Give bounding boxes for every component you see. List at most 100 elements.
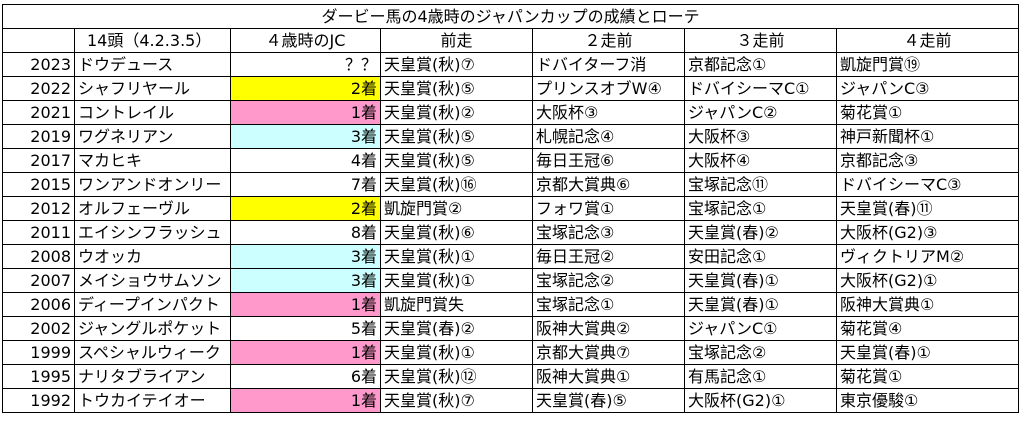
prev1-cell: 天皇賞(秋)⑦ <box>380 388 533 413</box>
jc-result-cell: 1着 <box>230 340 381 365</box>
table-row: 1992 トウカイテイオー 1着 天皇賞(秋)⑦ 天皇賞(春)⑤ 大阪杯(G2)① 東京優駿… <box>2 388 1020 413</box>
prev3-cell: 大阪杯③ <box>684 124 837 149</box>
prev1-cell: 凱旋門賞② <box>380 196 533 221</box>
title-row: ダービー馬の4歳時のジャパンカップの成績とローテ <box>1 4 1020 29</box>
prev3-cell: 有馬記念① <box>684 364 837 389</box>
prev1-cell: 凱旋門賞失 <box>380 292 533 317</box>
year-cell: 2007 <box>2 268 75 293</box>
prev2-cell: 天皇賞(春)⑤ <box>532 388 685 413</box>
horse-name-cell: トウカイテイオー <box>74 388 231 413</box>
prev2-cell: 宝塚記念① <box>532 292 685 317</box>
prev4-cell: 菊花賞① <box>835 364 1020 389</box>
jc-result-cell: 1着 <box>230 388 381 413</box>
table-row: 2015 ワンアンドオンリー 7着 天皇賞(秋)⑯ 京都大賞典⑥ 宝塚記念⑪ ドバイシーマC… <box>2 172 1020 197</box>
table-row: 2019 ワグネリアン 3着 天皇賞(秋)⑤ 札幌記念④ 大阪杯③ 神戸新聞杯① <box>2 124 1020 149</box>
jc-result-cell: 1着 <box>230 292 381 317</box>
prev2-cell: 毎日王冠② <box>532 244 685 269</box>
jc-result-cell: 3着 <box>230 124 381 149</box>
prev3-cell: 天皇賞(春)① <box>684 268 837 293</box>
horse-name-cell: コントレイル <box>74 100 231 125</box>
header-prev3: ３走前 <box>684 28 837 53</box>
jc-result-cell: 2着 <box>230 76 381 101</box>
year-cell: 2015 <box>2 172 75 197</box>
prev2-cell: 宝塚記念③ <box>532 220 685 245</box>
horse-name-cell: ドウデュース <box>74 52 231 77</box>
prev3-cell: 安田記念① <box>684 244 837 269</box>
table-row: 2006 ディープインパクト 1着 凱旋門賞失 宝塚記念① 天皇賞(春)① 阪神大賞典① <box>2 292 1020 317</box>
prev2-cell: 阪神大賞典② <box>532 316 685 341</box>
prev3-cell: 宝塚記念⑪ <box>684 172 837 197</box>
prev4-cell: ヴィクトリアM② <box>835 244 1020 269</box>
horse-name-cell: ウオッカ <box>74 244 231 269</box>
horse-name-cell: オルフェーヴル <box>74 196 231 221</box>
year-cell: 2021 <box>2 100 75 125</box>
prev2-cell: 京都大賞典⑥ <box>532 172 685 197</box>
table-row: 2021 コントレイル 1着 天皇賞(秋)② 大阪杯③ ジャパンC② 菊花賞① <box>2 100 1020 125</box>
prev3-cell: 大阪杯④ <box>684 148 837 173</box>
horse-name-cell: マカヒキ <box>74 148 231 173</box>
year-cell: 2008 <box>2 244 75 269</box>
header-row: 14頭（4.2.3.5） ４歳時のJC 前走 ２走前 ３走前 ４走前 <box>2 28 1020 53</box>
prev3-cell: 天皇賞(春)② <box>684 220 837 245</box>
prev4-cell: 大阪杯(G2)③ <box>835 220 1020 245</box>
prev3-cell: ドバイシーマC① <box>684 76 837 101</box>
year-cell: 2011 <box>2 220 75 245</box>
jc-result-cell: 3着 <box>230 244 381 269</box>
table-row: 2017 マカヒキ 4着 天皇賞(秋)⑤ 毎日王冠⑥ 大阪杯④ 京都記念③ <box>2 148 1020 173</box>
prev2-cell: ドバイターフ消 <box>532 52 685 77</box>
year-cell: 1999 <box>2 340 75 365</box>
prev2-cell: 京都大賞典⑦ <box>532 340 685 365</box>
results-table: ダービー馬の4歳時のジャパンカップの成績とローテ 14頭（4.2.3.5） ４歳… <box>1 4 1020 413</box>
prev4-cell: 京都記念③ <box>835 148 1020 173</box>
prev2-cell: フォワ賞① <box>532 196 685 221</box>
prev1-cell: 天皇賞(秋)① <box>380 340 533 365</box>
year-cell: 2019 <box>2 124 75 149</box>
horse-name-cell: スペシャルウィーク <box>74 340 231 365</box>
table-row: 1995 ナリタブライアン 6着 天皇賞(秋)⑫ 阪神大賞典① 有馬記念① 菊花賞① <box>2 364 1020 389</box>
horse-name-cell: ナリタブライアン <box>74 364 231 389</box>
table-row: 2007 メイショウサムソン 3着 天皇賞(秋)① 宝塚記念② 天皇賞(春)① 大阪杯(G2… <box>2 268 1020 293</box>
prev3-cell: 天皇賞(春)① <box>684 292 837 317</box>
prev3-cell: 宝塚記念② <box>684 340 837 365</box>
table-row: 2008 ウオッカ 3着 天皇賞(秋)① 毎日王冠② 安田記念① ヴィクトリアM② <box>2 244 1020 269</box>
prev1-cell: 天皇賞(秋)⑥ <box>380 220 533 245</box>
prev4-cell: 東京優駿① <box>835 388 1020 413</box>
prev3-cell: ジャパンC② <box>684 100 837 125</box>
table-row: 2002 ジャングルポケット 5着 天皇賞(春)② 阪神大賞典② ジャパンC① 菊花賞④ <box>2 316 1020 341</box>
horse-name-cell: ワンアンドオンリー <box>74 172 231 197</box>
prev3-cell: 宝塚記念① <box>684 196 837 221</box>
table-row: 2023 ドウデュース？？ 天皇賞(秋)⑦ ドバイターフ消 京都記念① 凱旋門賞⑲ <box>2 52 1020 77</box>
prev2-cell: 阪神大賞典① <box>532 364 685 389</box>
prev1-cell: 天皇賞(秋)⑦ <box>380 52 533 77</box>
prev1-cell: 天皇賞(秋)① <box>380 268 533 293</box>
horse-name-cell: ディープインパクト <box>74 292 231 317</box>
header-prev1: 前走 <box>380 28 533 53</box>
prev4-cell: 神戸新聞杯① <box>835 124 1020 149</box>
prev3-cell: 京都記念① <box>684 52 837 77</box>
header-count: 14頭（4.2.3.5） <box>74 28 231 53</box>
prev2-cell: 大阪杯③ <box>532 100 685 125</box>
jc-result-cell: 1着 <box>230 100 381 125</box>
prev1-cell: 天皇賞(秋)⑤ <box>380 124 533 149</box>
horse-name-cell: メイショウサムソン <box>74 268 231 293</box>
prev3-cell: ジャパンC① <box>684 316 837 341</box>
jc-result-cell: 6着 <box>230 364 381 389</box>
prev1-cell: 天皇賞(春)② <box>380 316 533 341</box>
prev1-cell: 天皇賞(秋)② <box>380 100 533 125</box>
year-cell: 2023 <box>2 52 75 77</box>
table-row: 2012 オルフェーヴル 2着 凱旋門賞② フォワ賞① 宝塚記念① 天皇賞(春)⑪ <box>2 196 1020 221</box>
prev2-cell: 札幌記念④ <box>532 124 685 149</box>
year-cell: 2012 <box>2 196 75 221</box>
prev4-cell: 天皇賞(春)① <box>835 340 1020 365</box>
horse-name-cell: シャフリヤール <box>74 76 231 101</box>
prev1-cell: 天皇賞(秋)① <box>380 244 533 269</box>
header-prev2: ２走前 <box>532 28 685 53</box>
prev4-cell: 天皇賞(春)⑪ <box>835 196 1020 221</box>
horse-name-cell: ジャングルポケット <box>74 316 231 341</box>
year-cell: 2002 <box>2 316 75 341</box>
header-prev4: ４走前 <box>835 28 1020 53</box>
prev4-cell: 菊花賞① <box>835 100 1020 125</box>
table-title: ダービー馬の4歳時のジャパンカップの成績とローテ <box>1 4 1020 29</box>
prev2-cell: プリンスオブW④ <box>532 76 685 101</box>
prev4-cell: 凱旋門賞⑲ <box>835 52 1020 77</box>
